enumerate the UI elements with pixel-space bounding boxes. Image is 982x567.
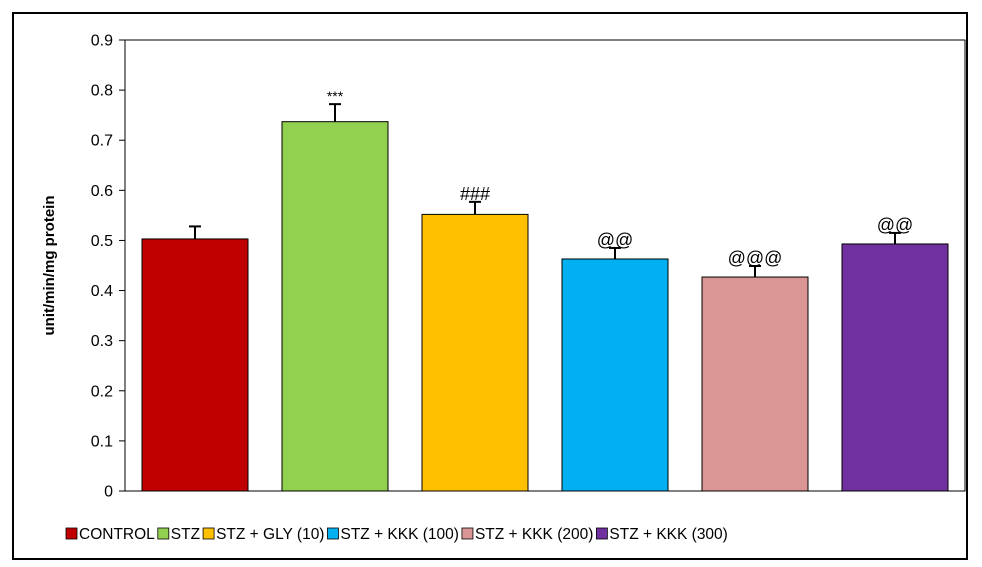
y-tick-label: 0.5	[91, 233, 113, 250]
significance-label: @@	[597, 230, 634, 250]
y-tick-label: 0.1	[91, 433, 113, 450]
y-tick-label: 0.6	[91, 183, 113, 200]
legend-swatch	[327, 527, 339, 540]
plot-border	[124, 39, 966, 492]
significance-label: ###	[460, 184, 490, 204]
legend-label: STZ + KKK (100)	[340, 526, 458, 543]
legend-label: CONTROL	[79, 526, 155, 543]
legend-label: STZ + KKK (300)	[609, 526, 727, 543]
legend-label: STZ + KKK (200)	[475, 526, 593, 543]
y-tick-label: 0.8	[91, 83, 113, 100]
bar	[141, 238, 249, 492]
legend-label: STZ + GLY (10)	[216, 526, 324, 543]
bar	[561, 258, 669, 492]
y-tick-label: 0.3	[91, 333, 113, 350]
y-tick-label: 0	[104, 484, 113, 501]
y-tick-label: 0.9	[91, 33, 113, 50]
bar	[841, 243, 949, 492]
significance-label: @@	[877, 215, 914, 235]
y-tick-label: 0.7	[91, 133, 113, 150]
y-tick-label: 0.4	[91, 283, 113, 300]
legend-label: STZ	[171, 526, 200, 543]
y-axis-label: unit/min/mg protein	[41, 196, 58, 336]
legend-swatch	[65, 527, 78, 540]
significance-label: @@@	[728, 248, 783, 268]
bar	[281, 121, 389, 492]
bar	[701, 276, 809, 492]
significance-label: ***	[327, 88, 344, 104]
y-tick-label: 0.2	[91, 383, 113, 400]
bar	[421, 213, 529, 492]
legend-swatch	[157, 527, 170, 540]
legend-swatch	[461, 527, 474, 540]
legend-swatch	[595, 527, 608, 540]
legend-swatch	[202, 527, 215, 540]
